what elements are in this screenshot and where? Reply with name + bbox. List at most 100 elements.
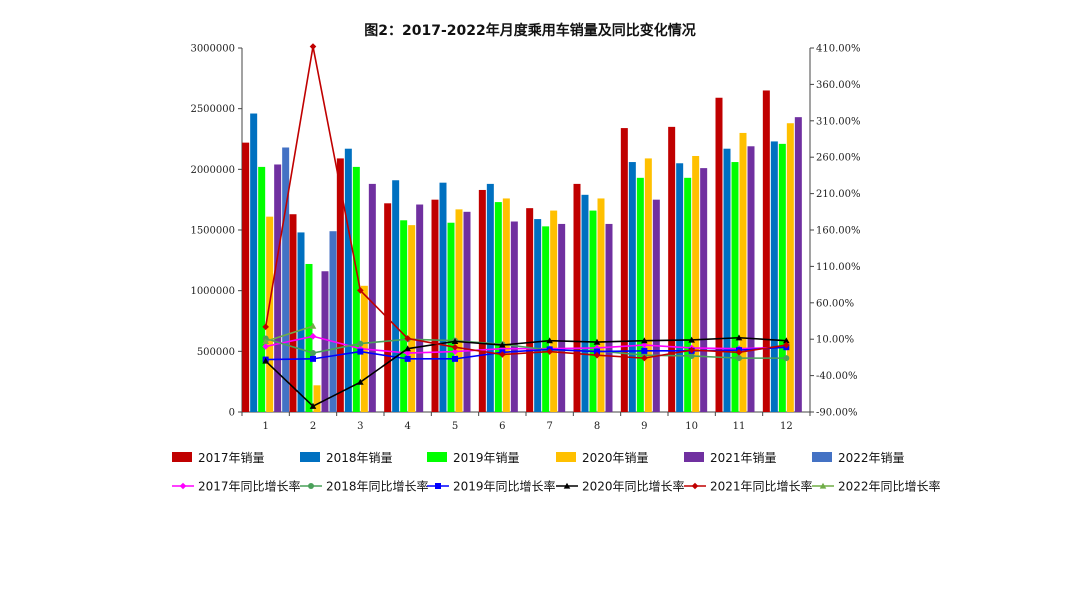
bar [400, 220, 408, 412]
x-tick-label: 7 [546, 421, 552, 432]
bar [668, 126, 676, 412]
line-point [357, 287, 364, 294]
left-tick-label: 3000000 [190, 44, 235, 55]
line-point [641, 341, 648, 349]
line-point [593, 351, 601, 359]
legend-label: 2020年同比增长率 [582, 479, 685, 494]
bar [384, 203, 392, 412]
lines-layer [262, 43, 790, 409]
x-tick-label: 1 [262, 421, 268, 432]
bar [684, 177, 692, 412]
bar [494, 202, 502, 412]
right-tick-label: -40.00% [816, 371, 858, 382]
line-point [641, 354, 648, 362]
left-tick-label: 1500000 [190, 226, 235, 237]
line-point [179, 482, 187, 490]
bar [723, 148, 731, 412]
legend-swatch [427, 452, 447, 462]
bar [321, 271, 329, 412]
line-point [451, 348, 459, 355]
bar [700, 168, 708, 412]
line-point [451, 338, 459, 345]
line-point [735, 334, 743, 341]
bar [305, 263, 313, 412]
line-point [404, 345, 411, 352]
right-tick-label: 160.00% [816, 226, 861, 237]
line-point [357, 348, 364, 355]
bar [597, 198, 605, 412]
bar [628, 162, 636, 412]
line-point [546, 348, 553, 355]
bar [770, 141, 778, 412]
line-point [262, 338, 269, 345]
bar [542, 226, 550, 412]
right-tick-label: 410.00% [816, 44, 861, 55]
right-tick-label: 210.00% [816, 189, 861, 200]
bar [715, 97, 723, 412]
series-line [265, 336, 787, 408]
line-point [563, 482, 571, 489]
line-point [783, 355, 790, 362]
right-tick-label: 10.00% [816, 335, 854, 346]
legend-label: 2017年销量 [198, 451, 265, 465]
line-point [641, 337, 648, 344]
x-tick-label: 12 [780, 421, 793, 432]
bar [620, 128, 628, 412]
x-tick-label: 10 [685, 421, 698, 432]
bar [534, 219, 542, 412]
legend-swatch [300, 452, 320, 462]
line-point [736, 355, 742, 362]
bar [589, 210, 597, 412]
bar [652, 199, 660, 412]
bar [786, 123, 794, 412]
bar [463, 211, 471, 412]
bar [676, 163, 684, 412]
bar [502, 198, 510, 412]
x-tick-label: 6 [499, 421, 505, 432]
bar [644, 158, 652, 412]
legend-label: 2020年销量 [582, 451, 649, 465]
line-point [593, 338, 601, 345]
bar [573, 183, 581, 412]
line-point [641, 347, 648, 354]
line-point [688, 352, 695, 359]
bar [558, 223, 566, 412]
x-tick-label: 11 [733, 421, 746, 432]
line-point [310, 350, 316, 357]
x-tick-label: 9 [641, 421, 647, 432]
line-point [308, 483, 314, 489]
right-tick-label: 260.00% [816, 153, 861, 164]
legend-swatch [812, 452, 832, 462]
bar [431, 199, 439, 412]
line-point [404, 335, 411, 342]
right-tick-label: -90.00% [816, 408, 858, 419]
bar [289, 214, 297, 412]
legend-swatch [172, 452, 192, 462]
legend-label: 2021年同比增长率 [710, 479, 813, 494]
right-tick-label: 310.00% [816, 116, 861, 127]
legend-label: 2021年销量 [710, 451, 777, 465]
left-tick-label: 1000000 [190, 286, 235, 297]
legend-swatch [684, 452, 704, 462]
bar [352, 166, 360, 412]
bar [250, 113, 258, 413]
line-point [404, 349, 411, 357]
line-point [404, 355, 411, 362]
bar [329, 231, 337, 412]
bar [636, 177, 644, 412]
line-point [357, 378, 364, 385]
bar [282, 147, 290, 412]
legend-label: 2018年销量 [326, 451, 393, 465]
right-tick-label: 60.00% [816, 298, 854, 309]
bar [455, 209, 463, 412]
bar [747, 146, 755, 412]
bar [344, 148, 352, 412]
line-point [594, 348, 600, 355]
line-point [262, 357, 269, 364]
bar [336, 158, 344, 412]
bar [439, 182, 447, 412]
bar [526, 208, 534, 412]
x-tick-label: 3 [357, 421, 363, 432]
legend-label: 2018年同比增长率 [326, 479, 429, 494]
right-tick-label: 110.00% [816, 262, 861, 273]
